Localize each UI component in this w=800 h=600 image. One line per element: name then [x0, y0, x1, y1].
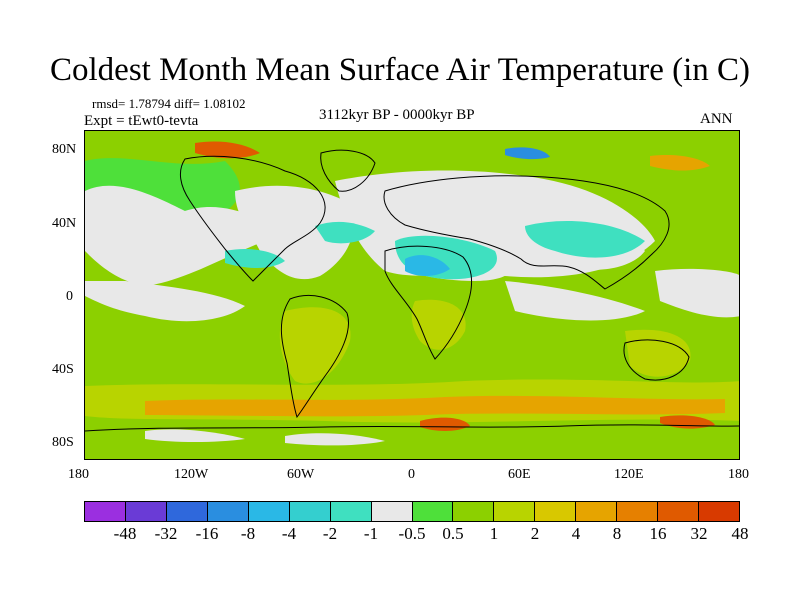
chart-title: Coldest Month Mean Surface Air Temperatu… — [50, 52, 750, 88]
region-warm-strong-so — [145, 395, 725, 417]
temperature-map — [84, 130, 740, 460]
region-warm-aus — [625, 329, 691, 377]
field-regions — [85, 141, 739, 446]
colorbar-label: -1 — [363, 524, 379, 543]
region-near-zero-epac — [655, 268, 739, 318]
colorbar-box — [85, 502, 126, 521]
colorbar-label: 48 — [731, 524, 749, 543]
region-near-zero-npac — [85, 185, 265, 286]
colorbar-box — [658, 502, 700, 521]
region-near-zero-sio — [505, 281, 645, 321]
region-cool-light-atl — [315, 221, 375, 244]
colorbar-label: 4 — [571, 524, 581, 543]
season-label: ANN — [700, 111, 733, 127]
colorbar-box — [494, 502, 536, 521]
region-near-zero-spac — [85, 281, 245, 322]
lon-tick-60e: 60E — [508, 467, 531, 482]
region-cool-light-asia — [525, 221, 645, 258]
coast-south-america — [280, 295, 349, 419]
region-cool-arctic — [505, 147, 550, 160]
experiment-label: Expt = tEwt0-tevta — [84, 113, 199, 129]
colorbar-box — [453, 502, 495, 521]
region-near-zero-ant2 — [285, 433, 385, 446]
coast-north-america — [179, 155, 326, 282]
coast-antarctica — [85, 424, 739, 432]
lon-tick-120w: 120W — [174, 467, 209, 482]
coast-africa — [384, 245, 472, 360]
colorbar-box — [535, 502, 577, 521]
colorbar-label: -2 — [322, 524, 338, 543]
colorbar-label: 32 — [690, 524, 708, 543]
lon-tick-0: 0 — [408, 467, 415, 482]
colorbar-label: 8 — [612, 524, 622, 543]
lat-tick-80s: 80S — [52, 435, 74, 450]
period-label: 3112kyr BP - 0000kyr BP — [319, 107, 475, 123]
colorbar-box — [371, 502, 413, 521]
lat-tick-40n: 40N — [52, 216, 77, 231]
region-warm-sam — [279, 307, 351, 384]
colorbar-box — [248, 502, 290, 521]
region-warm-hot-so1 — [420, 417, 470, 431]
colorbar-label: 2 — [530, 524, 540, 543]
region-cool-sahara — [405, 255, 450, 276]
colorbar-label: -48 — [113, 524, 137, 543]
lat-tick-40s: 40S — [52, 362, 74, 377]
region-warm-hot-arctic — [195, 141, 260, 159]
lat-tick-eq: 0 — [66, 289, 73, 304]
colorbar-box — [289, 502, 331, 521]
stats-label: rmsd= 1.78794 diff= 1.08102 — [92, 96, 246, 111]
lon-tick-180e: 180 — [728, 467, 749, 482]
map-field — [85, 141, 739, 446]
colorbar-box — [166, 502, 208, 521]
colorbar-label: 0.5 — [442, 524, 464, 543]
region-warm-strong-arctic — [650, 155, 710, 171]
colorbar-box — [412, 502, 454, 521]
colorbar-box — [330, 502, 372, 521]
lon-tick-180w: 180 — [68, 467, 89, 482]
colorbar-label: -4 — [281, 524, 297, 543]
colorbar-box — [576, 502, 618, 521]
lon-tick-60w: 60W — [287, 467, 315, 482]
coastlines — [85, 149, 739, 432]
colorbar-box — [617, 502, 659, 521]
coast-greenland — [320, 149, 376, 192]
colorbar-label: 1 — [489, 524, 499, 543]
lat-tick-80n: 80N — [52, 142, 77, 157]
colorbar-box — [699, 502, 739, 521]
colorbar-label: 16 — [649, 524, 667, 543]
colorbar-label: -8 — [240, 524, 256, 543]
region-near-zero-ant — [145, 429, 245, 442]
colorbar-label: -0.5 — [398, 524, 426, 543]
colorbar-label: -32 — [154, 524, 178, 543]
coast-australia — [623, 339, 690, 381]
region-cool-light-pac — [225, 249, 285, 268]
coast-eurasia — [383, 175, 670, 290]
colorbar-box — [125, 502, 167, 521]
colorbar-box — [207, 502, 249, 521]
colorbar-label: -16 — [195, 524, 219, 543]
colorbar — [84, 501, 740, 522]
lon-tick-120e: 120E — [614, 467, 644, 482]
